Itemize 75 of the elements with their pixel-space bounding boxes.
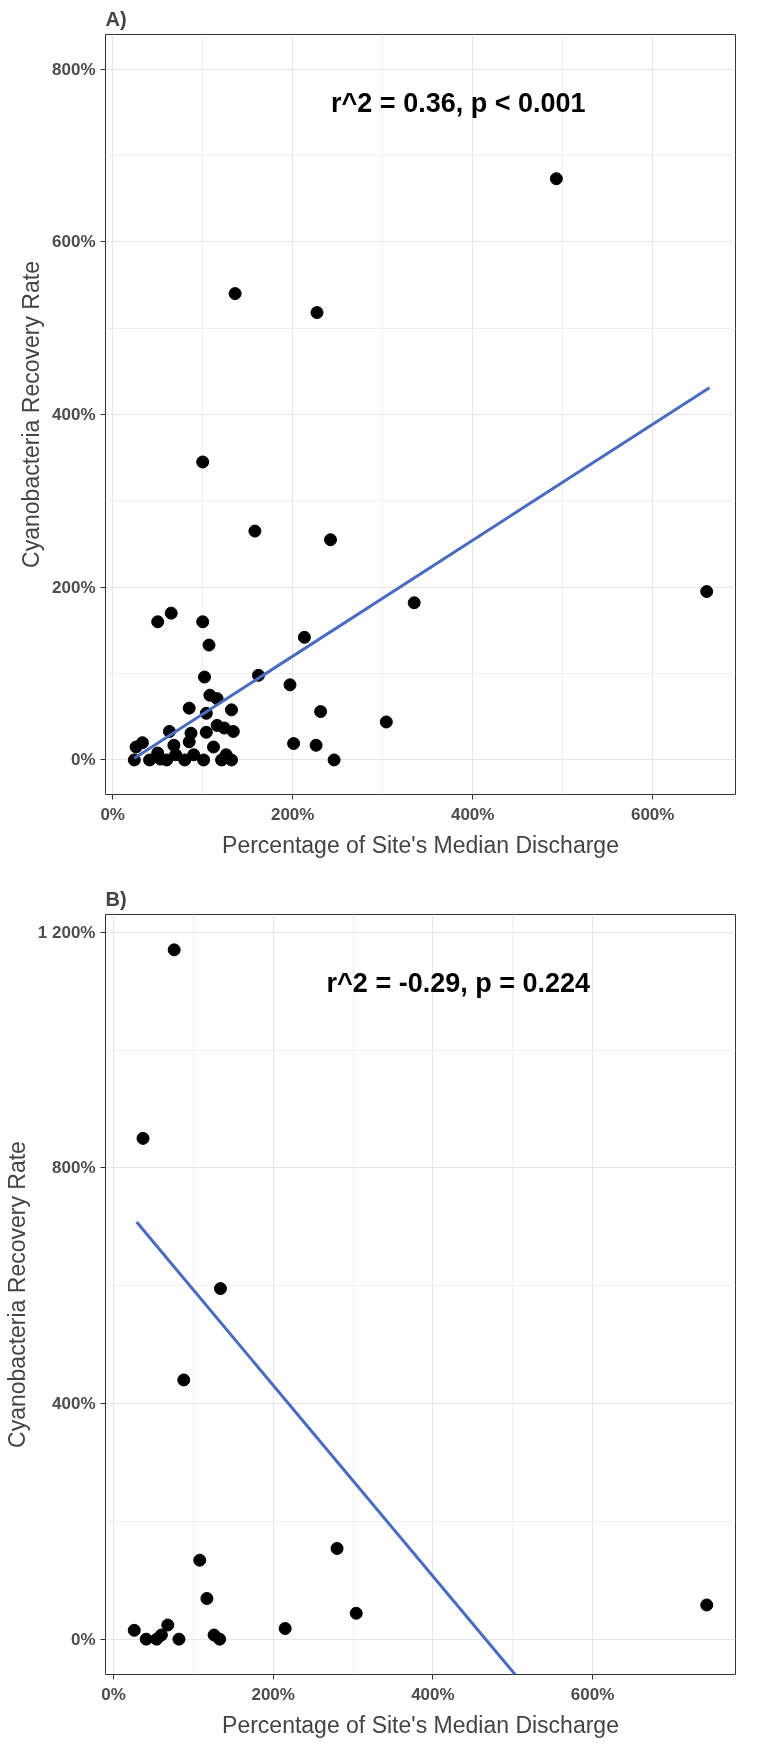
y-tick-label: 800% xyxy=(52,59,96,79)
y-axis-title: Cyanobacteria Recovery Rate xyxy=(18,261,45,568)
point xyxy=(700,585,714,599)
point xyxy=(324,533,337,547)
y-axis-title: Cyanobacteria Recovery Rate xyxy=(3,1141,30,1448)
point xyxy=(151,615,165,629)
point xyxy=(283,678,297,692)
y-tick-label: 1 200% xyxy=(37,922,96,942)
x-axis-title: Percentage of Site's Median Discharge xyxy=(222,1711,619,1738)
point xyxy=(198,670,211,684)
point xyxy=(700,1598,714,1612)
x-tick-label: 200% xyxy=(251,1684,295,1704)
y-tick-label: 200% xyxy=(52,577,96,597)
point xyxy=(330,1541,344,1555)
point xyxy=(143,753,157,767)
y-tick-label: 600% xyxy=(52,232,96,252)
point xyxy=(310,306,324,320)
point xyxy=(407,596,421,610)
point xyxy=(287,737,301,751)
point xyxy=(549,172,563,186)
point xyxy=(167,943,181,957)
point xyxy=(327,753,341,767)
point xyxy=(215,753,229,767)
point xyxy=(228,287,242,301)
point xyxy=(248,524,262,538)
point xyxy=(153,752,167,766)
point xyxy=(129,740,143,754)
point xyxy=(172,1632,186,1646)
point xyxy=(203,688,217,702)
x-tick-label: 400% xyxy=(450,804,495,824)
point xyxy=(182,735,196,749)
point xyxy=(200,1592,214,1605)
annotation: r^2 = -0.29, p = 0.224 xyxy=(326,967,591,998)
x-tick-label: 0% xyxy=(100,804,125,824)
point xyxy=(379,715,393,729)
x-tick-label: 0% xyxy=(101,1684,126,1704)
point xyxy=(297,630,311,644)
y-tick-label: 400% xyxy=(52,405,96,424)
point xyxy=(202,638,216,652)
x-axis-title: Percentage of Site's Median Discharge xyxy=(222,831,619,858)
point xyxy=(197,753,211,767)
point xyxy=(177,1373,191,1387)
point xyxy=(314,705,328,719)
x-tick-label: 400% xyxy=(411,1684,455,1704)
y-tick-label: 400% xyxy=(52,1393,96,1413)
chart-title: A) xyxy=(105,7,127,30)
point xyxy=(127,1623,141,1637)
x-tick-label: 600% xyxy=(570,1684,615,1704)
point xyxy=(207,1628,221,1642)
chart-title: B) xyxy=(105,887,127,910)
point xyxy=(139,1632,153,1646)
point xyxy=(169,748,183,762)
y-tick-label: 0% xyxy=(70,1629,96,1649)
y-tick-label: 800% xyxy=(52,1158,96,1178)
point xyxy=(136,1131,150,1145)
point xyxy=(213,1282,227,1296)
point xyxy=(210,718,224,732)
x-tick-label: 200% xyxy=(270,804,315,824)
point xyxy=(182,701,196,715)
point xyxy=(187,748,201,762)
point xyxy=(193,1553,207,1567)
annotation: r^2 = 0.36, p < 0.001 xyxy=(331,87,586,118)
point xyxy=(225,703,238,717)
point xyxy=(196,615,210,629)
point xyxy=(199,725,213,739)
point xyxy=(178,753,192,767)
point xyxy=(164,606,178,620)
point xyxy=(161,1618,175,1632)
point xyxy=(196,455,210,469)
point xyxy=(309,738,323,752)
point xyxy=(278,1622,292,1636)
point xyxy=(349,1606,363,1620)
y-tick-label: 0% xyxy=(70,750,96,770)
point xyxy=(207,740,220,754)
x-tick-label: 600% xyxy=(630,804,675,824)
